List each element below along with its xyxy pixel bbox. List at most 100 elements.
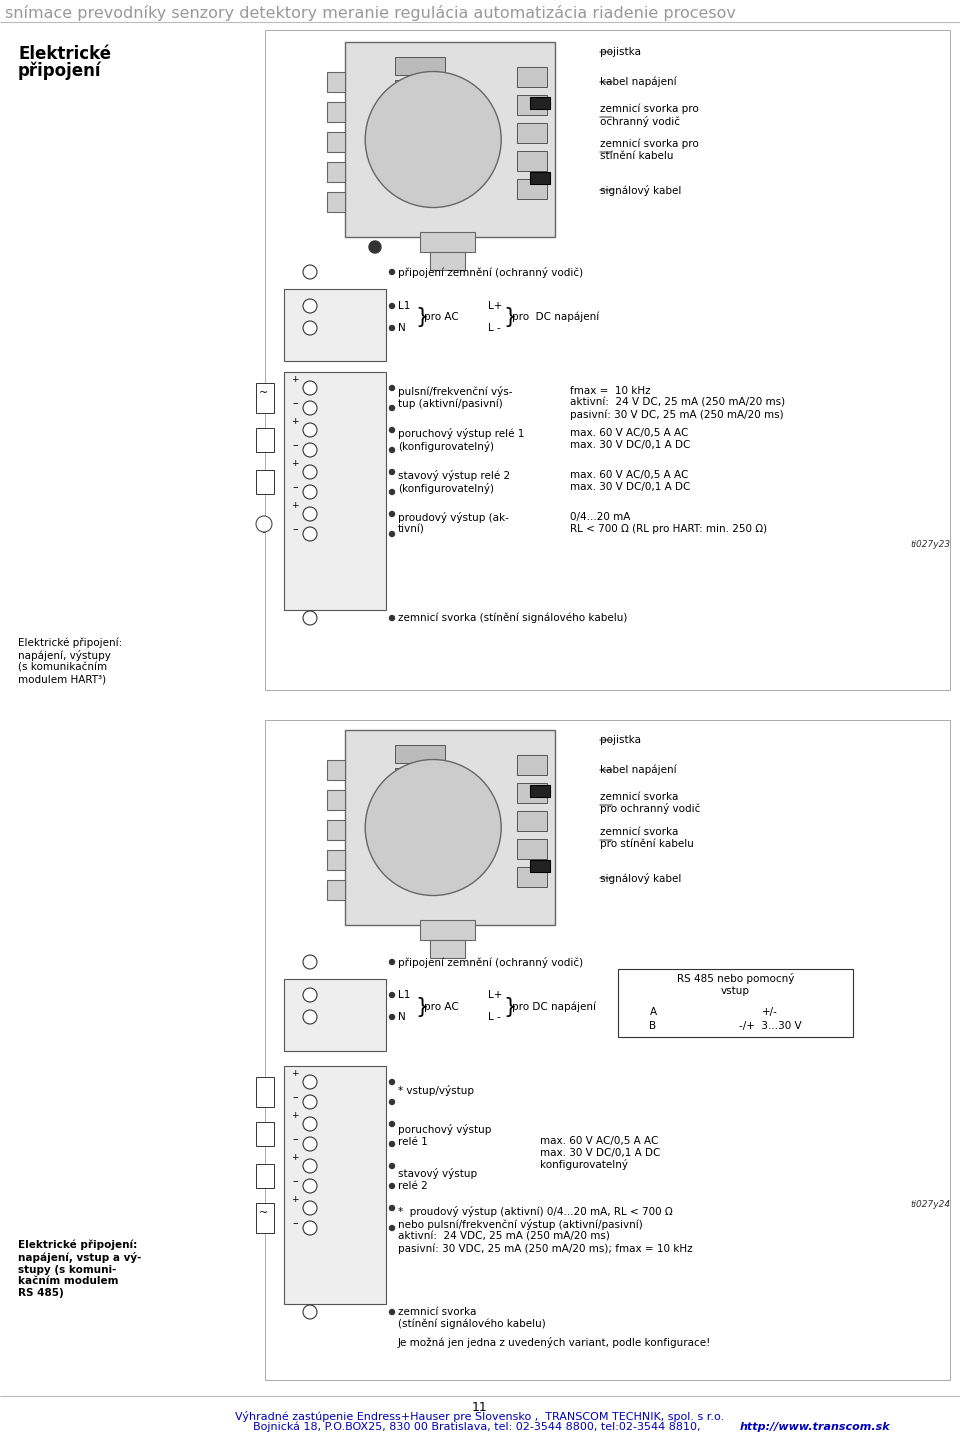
Bar (395, 745, 445, 763)
Text: A: A (649, 1007, 657, 1017)
Text: 11: 11 (472, 1402, 488, 1415)
Text: kabel napájení: kabel napájení (600, 764, 677, 776)
Circle shape (365, 72, 501, 207)
Bar (517, 868, 547, 886)
Circle shape (390, 511, 395, 517)
Text: 27: 27 (304, 530, 315, 538)
Text: max. 60 V AC/0,5 A AC
max. 30 V DC/0,1 A DC: max. 60 V AC/0,5 A AC max. 30 V DC/0,1 A… (570, 427, 690, 449)
Text: N: N (398, 322, 406, 332)
Circle shape (303, 1095, 317, 1109)
Text: Elektrické připojení:
napájení, výstupy
(s komunikačním
modulem HART³): Elektrické připojení: napájení, výstupy … (18, 637, 122, 685)
Text: ~: ~ (259, 389, 269, 399)
Circle shape (303, 465, 317, 479)
Text: 0/4...20 mA
RL < 700 Ω (RL pro HART: min. 250 Ω): 0/4...20 mA RL < 700 Ω (RL pro HART: min… (570, 512, 767, 534)
Bar (430, 940, 465, 958)
Text: pulsní/frekvenční výs-
tup (aktivní/pasivní): pulsní/frekvenční výs- tup (aktivní/pasi… (398, 386, 513, 409)
Text: 25: 25 (304, 1181, 315, 1190)
Circle shape (369, 240, 381, 253)
Text: Je možná jen jedna z uvedených variant, podle konfigurace!: Je možná jen jedna z uvedených variant, … (398, 1337, 711, 1348)
Circle shape (390, 1121, 395, 1127)
Text: +/-: +/- (762, 1007, 778, 1017)
Bar (256, 427, 274, 452)
Text: L -: L - (488, 1012, 501, 1022)
Text: proudový výstup (ak-
tivní): proudový výstup (ak- tivní) (398, 512, 509, 535)
Text: poruchový výstup
relé 1: poruchový výstup relé 1 (398, 1124, 492, 1147)
Text: –: – (292, 1092, 298, 1102)
Circle shape (390, 531, 395, 537)
Bar (395, 58, 445, 75)
Text: 24: 24 (304, 468, 315, 476)
Circle shape (390, 448, 395, 452)
Bar (420, 920, 475, 940)
Text: B: B (649, 1022, 657, 1030)
Circle shape (390, 1226, 395, 1230)
Bar (284, 979, 386, 1050)
Circle shape (390, 386, 395, 390)
Text: 23: 23 (304, 1140, 315, 1148)
Circle shape (390, 469, 395, 475)
Text: +: + (291, 1154, 299, 1163)
Text: ti027y23: ti027y23 (911, 540, 951, 550)
Text: +: + (291, 1196, 299, 1204)
Text: signálový kabel: signálový kabel (600, 872, 682, 884)
Text: fmax =  10 kHz
aktivní:  24 V DC, 25 mA (250 mA/20 ms)
pasivní: 30 V DC, 25 mA (: fmax = 10 kHz aktivní: 24 V DC, 25 mA (2… (570, 386, 785, 420)
Text: –: – (292, 1176, 298, 1186)
Text: 23: 23 (304, 446, 315, 455)
Text: pojistka: pojistka (600, 735, 641, 745)
Text: 22: 22 (304, 1120, 315, 1128)
Circle shape (303, 1305, 317, 1320)
Bar (327, 820, 345, 840)
Text: pro DC napájení: pro DC napájení (512, 1002, 596, 1012)
Text: poruchový výstup relé 1
(konfigurovatelný): poruchový výstup relé 1 (konfigurovateln… (398, 427, 524, 452)
Text: pro  DC napájení: pro DC napájení (512, 312, 599, 322)
Text: 3: 3 (303, 268, 309, 276)
Bar (530, 173, 550, 184)
Circle shape (390, 489, 395, 495)
Text: snímace prevodníky senzory detektory meranie regulácia automatizácia riadenie pr: snímace prevodníky senzory detektory mer… (5, 4, 736, 22)
Bar (327, 163, 345, 181)
Text: připojení zemnění (ochranný vodič): připojení zemnění (ochranný vodič) (398, 957, 583, 967)
Circle shape (303, 423, 317, 437)
Text: 26: 26 (304, 1203, 315, 1213)
Text: +: + (291, 417, 299, 426)
Text: Elektrické připojení:
napájení, vstup a vý-
stupy (s komuni-
kačním modulem
RS 4: Elektrické připojení: napájení, vstup a … (18, 1240, 141, 1298)
Bar (517, 783, 547, 803)
Circle shape (303, 527, 317, 541)
Circle shape (390, 325, 395, 331)
Circle shape (303, 1179, 317, 1193)
Text: –: – (292, 440, 298, 450)
Circle shape (303, 381, 317, 394)
Bar (395, 81, 420, 94)
Circle shape (390, 960, 395, 964)
Bar (420, 232, 475, 252)
Text: zemnicí svorka (stínění signálového kabelu): zemnicí svorka (stínění signálového kabe… (398, 613, 628, 623)
Text: L1: L1 (398, 990, 410, 1000)
Text: }: } (415, 997, 428, 1017)
Bar (517, 68, 547, 86)
Circle shape (390, 1309, 395, 1314)
Bar (345, 730, 555, 925)
Text: stavový výstup
relé 2: stavový výstup relé 2 (398, 1168, 477, 1190)
Text: –: – (292, 524, 298, 534)
Bar (517, 151, 547, 171)
Bar (530, 96, 550, 109)
Circle shape (303, 1137, 317, 1151)
Text: 21: 21 (304, 403, 315, 413)
Text: signálový kabel: signálový kabel (600, 184, 682, 196)
Bar (256, 471, 274, 494)
Text: max. 60 V AC/0,5 A AC
max. 30 V DC/0,1 A DC
konfigurovatelný: max. 60 V AC/0,5 A AC max. 30 V DC/0,1 A… (540, 1135, 660, 1170)
Circle shape (390, 406, 395, 410)
Bar (517, 755, 547, 776)
Text: max. 60 V AC/0,5 A AC
max. 30 V DC/0,1 A DC: max. 60 V AC/0,5 A AC max. 30 V DC/0,1 A… (570, 471, 690, 492)
Circle shape (390, 1099, 395, 1105)
Bar (256, 383, 274, 413)
Bar (327, 760, 345, 780)
Bar (395, 768, 420, 781)
Bar (256, 1122, 274, 1145)
Text: 24: 24 (304, 1161, 315, 1170)
Circle shape (303, 299, 317, 314)
Circle shape (390, 1206, 395, 1210)
Circle shape (390, 269, 395, 275)
Circle shape (303, 485, 317, 499)
Text: 22: 22 (304, 426, 315, 435)
